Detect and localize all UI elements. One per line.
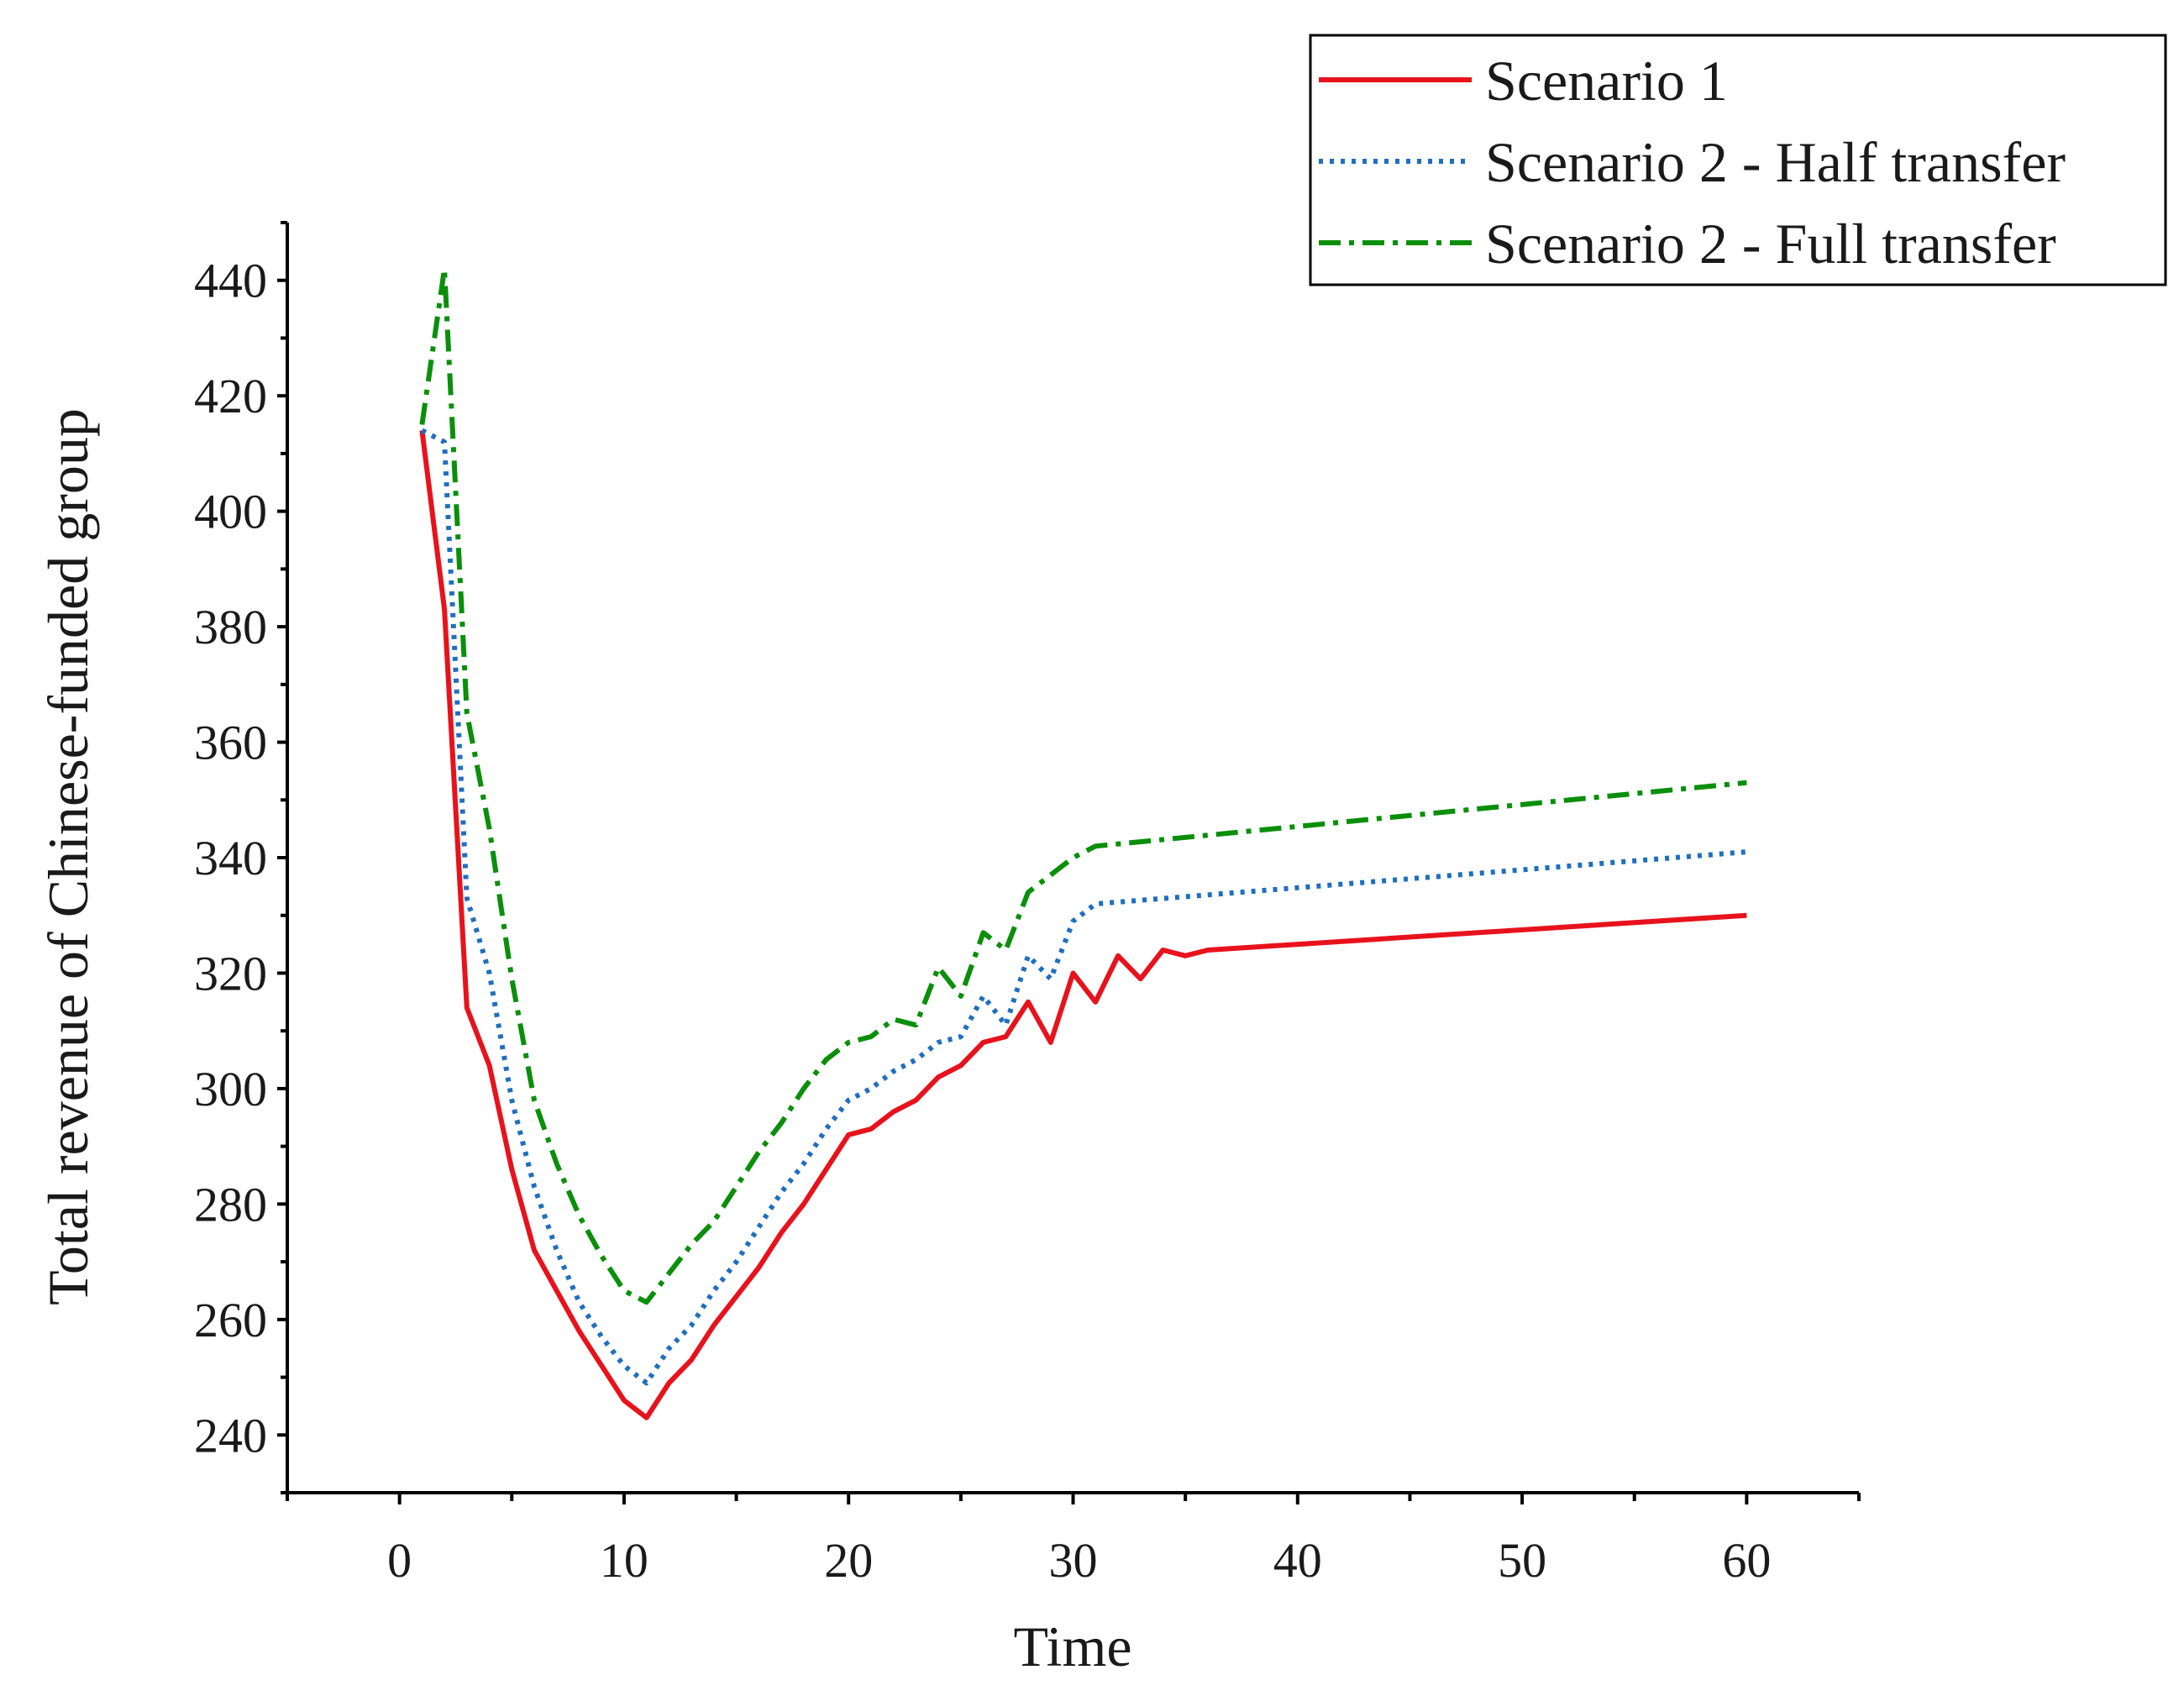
- y-tick-label: 360: [194, 716, 267, 770]
- y-tick-label: 260: [194, 1293, 267, 1347]
- y-tick-label: 240: [194, 1408, 267, 1462]
- y-axis-ticks: 240 260 280 300 320 340 360 380 400 420 440: [194, 221, 287, 1494]
- y-tick-label: 300: [194, 1062, 267, 1116]
- x-tick-label: 40: [1273, 1533, 1322, 1588]
- x-tick-label: 10: [600, 1533, 648, 1588]
- y-tick-label: 340: [194, 831, 267, 885]
- legend-label-scenario-2-half: Scenario 2 - Half transfer: [1485, 130, 2066, 194]
- y-tick-label: 400: [194, 485, 267, 539]
- series-line-scenario-2-full-transfer: [419, 266, 1747, 1305]
- series-layer: [419, 266, 1747, 1420]
- x-tick-label: 0: [387, 1533, 412, 1588]
- x-tick-label: 30: [1049, 1533, 1098, 1588]
- legend-label-scenario-2-full: Scenario 2 - Full transfer: [1485, 212, 2056, 276]
- x-axis-title: Time: [1013, 1615, 1131, 1678]
- y-tick-label: 280: [194, 1177, 267, 1231]
- legend: Scenario 1 Scenario 2 - Half transfer Sc…: [1309, 34, 2167, 286]
- y-tick-label: 420: [194, 369, 267, 423]
- y-tick-label: 440: [194, 254, 267, 308]
- series-line-scenario-2-half-transfer: [421, 428, 1747, 1386]
- y-tick-label: 320: [194, 946, 267, 1000]
- series-line-scenario-1: [419, 430, 1747, 1420]
- y-tick-label: 380: [194, 600, 267, 654]
- x-tick-label: 50: [1498, 1533, 1546, 1588]
- x-tick-label: 60: [1722, 1533, 1771, 1588]
- x-tick-label: 20: [824, 1533, 873, 1588]
- x-axis-ticks: 0 10 20 30 40 50 60: [286, 1493, 1861, 1588]
- legend-label-scenario-1: Scenario 1: [1485, 49, 1728, 113]
- y-axis-title: Total revenue of Chinese-funded group: [36, 408, 100, 1305]
